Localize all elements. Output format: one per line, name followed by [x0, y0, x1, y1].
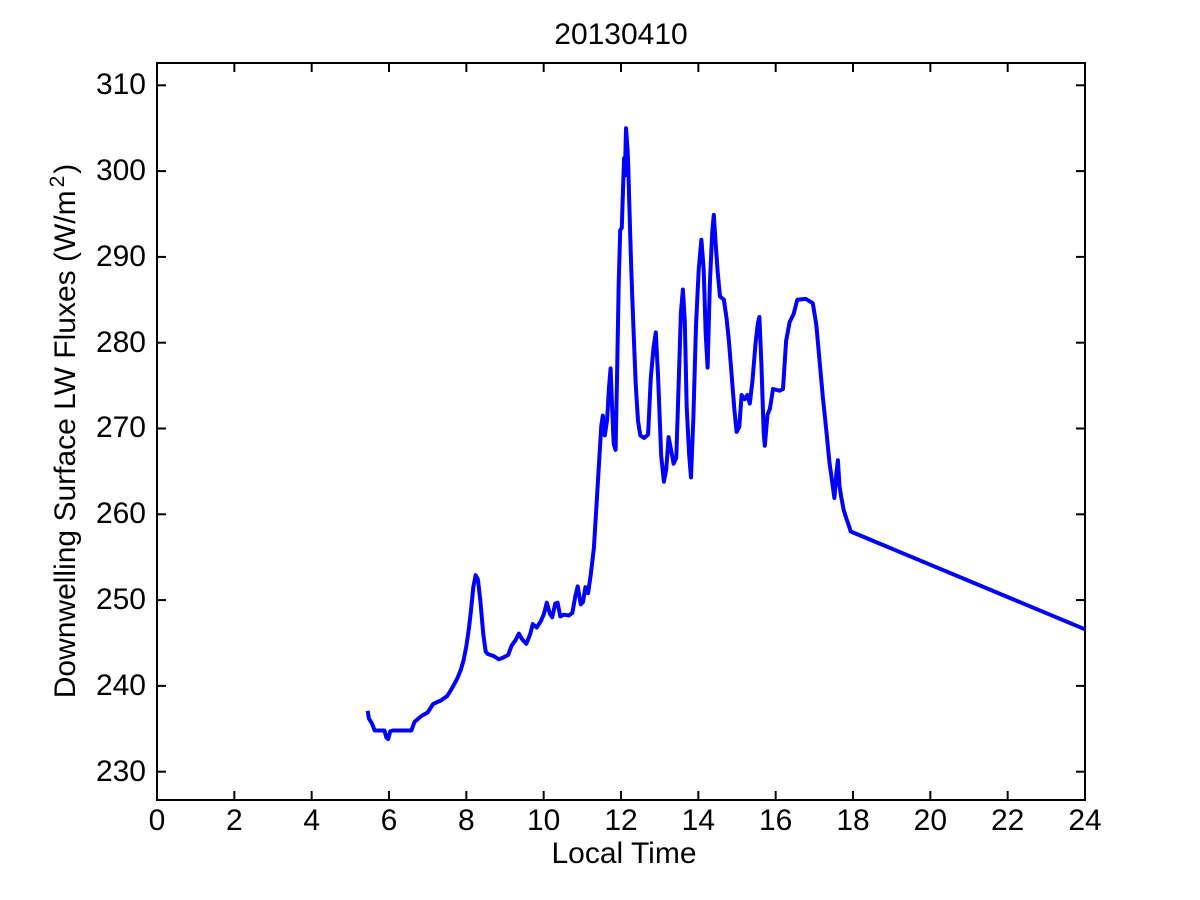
y-tick-label: 240: [95, 668, 146, 702]
x-tick-label: 10: [526, 804, 561, 837]
y-tick-label: 290: [95, 239, 146, 273]
y-tick-label: 300: [95, 154, 146, 188]
y-tick-label: 250: [95, 583, 146, 617]
y-tick-label: 260: [95, 497, 146, 531]
x-tick-label: 4: [303, 804, 320, 837]
y-tick-label: 280: [95, 325, 146, 359]
y-tick-label: 270: [95, 411, 146, 445]
x-tick-label: 18: [836, 804, 870, 837]
axes-box: [156, 62, 1086, 801]
x-tick-label: 8: [457, 804, 475, 837]
chart-title: 20130410: [554, 18, 688, 51]
x-tick-label: 0: [148, 804, 166, 837]
x-tick-label: 2: [225, 804, 243, 837]
x-axis-label: Local Time: [551, 837, 697, 870]
x-tick-label: 20: [913, 804, 948, 837]
x-tick-label: 24: [1068, 804, 1102, 837]
x-tick-label: 16: [758, 804, 793, 837]
y-tick-label: 310: [95, 68, 146, 102]
x-tick-label: 14: [681, 804, 716, 837]
x-tick-label: 22: [990, 804, 1025, 837]
x-tick-label: 6: [380, 804, 398, 837]
y-tick-label: 230: [95, 754, 146, 788]
x-tick-label: 12: [604, 804, 638, 837]
data-line-downwelling-surface-lw-flux: [365, 126, 1086, 742]
